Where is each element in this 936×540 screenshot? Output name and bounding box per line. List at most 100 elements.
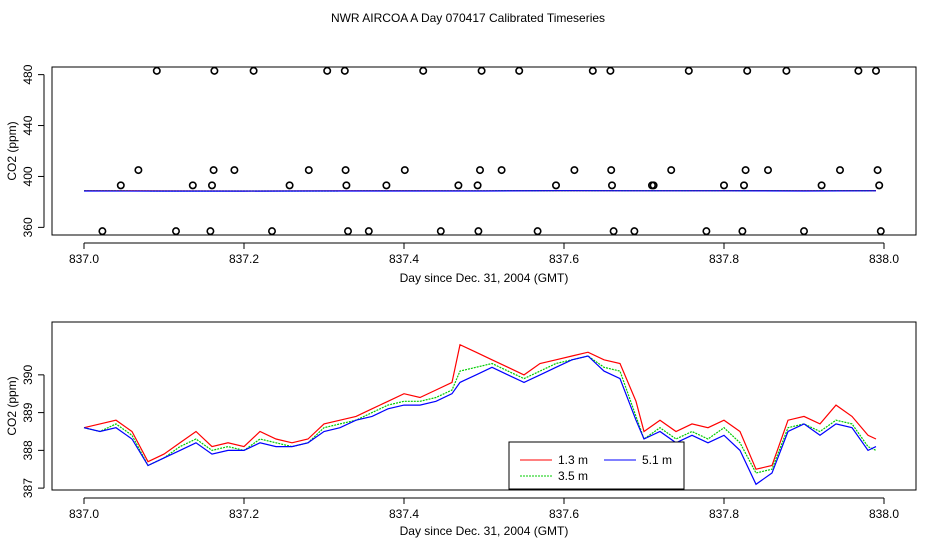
- scatter-point: [267, 227, 276, 236]
- top-plot-frame: [51, 66, 917, 236]
- bottom-series-lines: [83, 343, 877, 486]
- scatter-point: [340, 66, 349, 75]
- scatter-point: [719, 181, 728, 190]
- scatter-point: [341, 166, 350, 175]
- top-x-tick-label: 837.4: [389, 252, 419, 266]
- scatter-point: [206, 227, 215, 236]
- scatter-point: [134, 166, 143, 175]
- top-x-tick-label: 837.2: [229, 252, 259, 266]
- scatter-point: [98, 227, 107, 236]
- legend: 1.3 m 3.5 m 5.1 m: [508, 441, 685, 490]
- scatter-point: [474, 227, 483, 236]
- top-x-label: Day since Dec. 31, 2004 (GMT): [400, 271, 569, 285]
- scatter-point: [763, 166, 772, 175]
- scatter-point: [551, 181, 560, 190]
- scatter-point: [702, 227, 711, 236]
- scatter-point: [607, 181, 616, 190]
- scatter-point: [606, 66, 615, 75]
- top-x-tick-label: 837.8: [709, 252, 739, 266]
- scatter-point: [454, 181, 463, 190]
- scatter-point: [342, 181, 351, 190]
- top-y-tick-label: 480: [21, 64, 35, 84]
- scatter-point: [854, 66, 863, 75]
- top-y-tick-label: 360: [21, 217, 35, 237]
- scatter-point: [817, 181, 826, 190]
- scatter-point: [873, 166, 882, 175]
- scatter-point: [364, 227, 373, 236]
- scatter-point: [782, 66, 791, 75]
- scatter-point: [871, 66, 880, 75]
- scatter-point: [876, 227, 885, 236]
- bottom-y-tick-label: 388: [21, 440, 35, 460]
- scatter-point: [475, 166, 484, 175]
- top-x-tick-label: 837.0: [69, 252, 99, 266]
- bottom-x-axis: 837.0 837.2 837.4 837.6 837.8 838.0: [69, 497, 899, 521]
- bottom-series-line-3-5-m: [83, 355, 877, 474]
- scatter-point: [172, 227, 181, 236]
- bottom-x-tick-label: 837.2: [229, 507, 259, 521]
- bottom-x-tick-label: 837.4: [389, 507, 419, 521]
- scatter-point: [210, 66, 219, 75]
- scatter-point: [249, 66, 258, 75]
- scatter-point: [515, 66, 524, 75]
- scatter-point: [477, 66, 486, 75]
- scatter-point: [304, 166, 313, 175]
- scatter-point: [209, 166, 218, 175]
- scatter-point: [533, 227, 542, 236]
- scatter-point: [738, 227, 747, 236]
- bottom-y-label: CO2 (ppm): [5, 376, 19, 435]
- scatter-point: [152, 66, 161, 75]
- scatter-point: [188, 181, 197, 190]
- bottom-y-tick-label: 387: [21, 478, 35, 498]
- scatter-point: [473, 181, 482, 190]
- scatter-point: [609, 227, 618, 236]
- bottom-x-label: Day since Dec. 31, 2004 (GMT): [400, 524, 569, 538]
- bottom-panel: 837.0 837.2 837.4 837.6 837.8 838.0 387 388 389…: [5, 321, 917, 538]
- scatter-point: [436, 227, 445, 236]
- bottom-y-tick-label: 390: [21, 365, 35, 385]
- scatter-point: [208, 181, 217, 190]
- scatter-point: [382, 181, 391, 190]
- scatter-point: [285, 181, 294, 190]
- top-scatter-points: [98, 66, 885, 236]
- scatter-point: [875, 181, 884, 190]
- scatter-point: [343, 227, 352, 236]
- bottom-x-tick-label: 838.0: [869, 507, 899, 521]
- top-x-axis: 837.0 837.2 837.4 837.6 837.8 838.0: [69, 242, 899, 266]
- scatter-point: [630, 227, 639, 236]
- bottom-y-axis: 387 388 389 390: [21, 365, 45, 498]
- legend-label-5-1m: 5.1 m: [642, 453, 672, 467]
- scatter-point: [743, 66, 752, 75]
- bottom-y-tick-label: 389: [21, 402, 35, 422]
- scatter-point: [588, 66, 597, 75]
- top-y-tick-label: 400: [21, 166, 35, 186]
- scatter-point: [400, 166, 409, 175]
- legend-box: [508, 441, 685, 490]
- scatter-point: [419, 66, 428, 75]
- scatter-point: [607, 166, 616, 175]
- scatter-point: [741, 166, 750, 175]
- page-title: NWR AIRCOA A Day 070417 Calibrated Times…: [331, 11, 605, 25]
- scatter-point: [684, 66, 693, 75]
- scatter-point: [649, 181, 658, 190]
- scatter-point: [323, 66, 332, 75]
- scatter-point: [497, 166, 506, 175]
- top-y-label: CO2 (ppm): [5, 121, 19, 180]
- top-panel: 837.0 837.2 837.4 837.6 837.8 838.0 360 400 440…: [5, 64, 917, 285]
- scatter-point: [570, 166, 579, 175]
- scatter-point: [116, 181, 125, 190]
- bottom-x-tick-label: 837.6: [549, 507, 579, 521]
- top-y-tick-label: 440: [21, 115, 35, 135]
- scatter-point: [230, 166, 239, 175]
- bottom-plot-frame: [51, 321, 917, 491]
- legend-label-3-5m: 3.5 m: [558, 469, 588, 483]
- legend-label-1-3m: 1.3 m: [558, 453, 588, 467]
- scatter-point: [799, 227, 808, 236]
- scatter-point: [835, 166, 844, 175]
- top-x-tick-label: 837.6: [549, 252, 579, 266]
- bottom-x-tick-label: 837.8: [709, 507, 739, 521]
- scatter-point: [739, 181, 748, 190]
- top-x-tick-label: 838.0: [869, 252, 899, 266]
- bottom-series-line-5-1-m: [83, 355, 877, 486]
